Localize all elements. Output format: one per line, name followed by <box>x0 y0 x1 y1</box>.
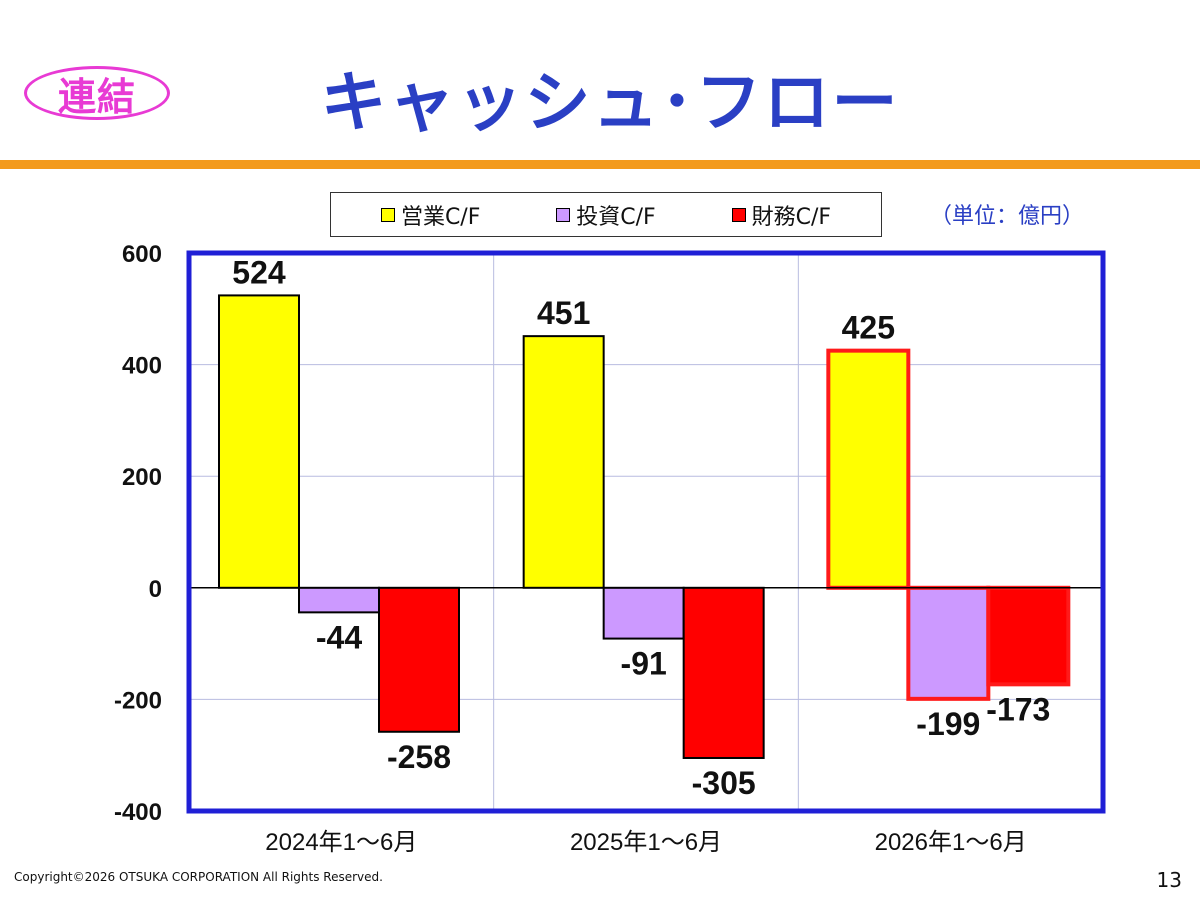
legend-swatch-investing <box>556 207 571 222</box>
y-tick-label: 600 <box>122 241 162 268</box>
y-tick-label: -400 <box>114 799 162 826</box>
data-label: -173 <box>986 691 1050 727</box>
y-tick-label: -200 <box>114 687 162 714</box>
bar-operating <box>826 348 911 590</box>
bar-operating <box>522 335 605 589</box>
bar-investing <box>298 586 380 614</box>
header-divider <box>0 160 1200 169</box>
data-label: -305 <box>692 765 756 801</box>
consolidated-badge: 連結 <box>24 66 170 120</box>
bar-financing <box>682 586 765 759</box>
copyright-text: Copyright©2026 OTSUKA CORPORATION All Ri… <box>14 870 383 884</box>
bar-investing <box>602 586 685 640</box>
data-label: -91 <box>621 646 667 682</box>
badge-label: 連結 <box>57 74 136 119</box>
data-label: 524 <box>232 254 286 290</box>
y-tick-label: 200 <box>122 464 162 491</box>
chart-legend: 営業C/F 投資C/F 財務C/F <box>330 192 882 237</box>
data-label: -199 <box>916 706 980 742</box>
bar-investing <box>906 585 991 701</box>
legend-swatch-financing <box>731 207 746 222</box>
plot-area-border <box>186 250 1106 814</box>
page-title: キャッシュ･フロー <box>320 64 900 141</box>
y-tick-label: 0 <box>149 576 162 603</box>
x-category-label: 2025年1～6月 <box>570 829 722 856</box>
legend-item-operating: 営業C/F <box>380 199 481 231</box>
bar-financing <box>378 586 460 733</box>
data-label: 451 <box>537 295 590 331</box>
legend-swatch-operating <box>380 207 395 222</box>
legend-label-financing: 財務C/F <box>751 204 832 230</box>
data-label: -44 <box>316 619 362 655</box>
data-label: 425 <box>842 310 895 346</box>
unit-label: （単位：億円） <box>930 204 1085 229</box>
bar-financing <box>986 585 1071 687</box>
y-tick-label: 400 <box>122 353 162 380</box>
legend-item-financing: 財務C/F <box>731 199 832 231</box>
bar-operating <box>218 294 300 589</box>
legend-label-operating: 営業C/F <box>400 204 481 230</box>
x-category-label: 2026年1～6月 <box>875 829 1027 856</box>
legend-label-investing: 投資C/F <box>576 204 656 230</box>
page-number: 13 <box>1156 868 1182 892</box>
data-label: -258 <box>387 739 451 775</box>
legend-item-investing: 投資C/F <box>556 199 656 231</box>
x-category-label: 2024年1～6月 <box>265 829 417 856</box>
